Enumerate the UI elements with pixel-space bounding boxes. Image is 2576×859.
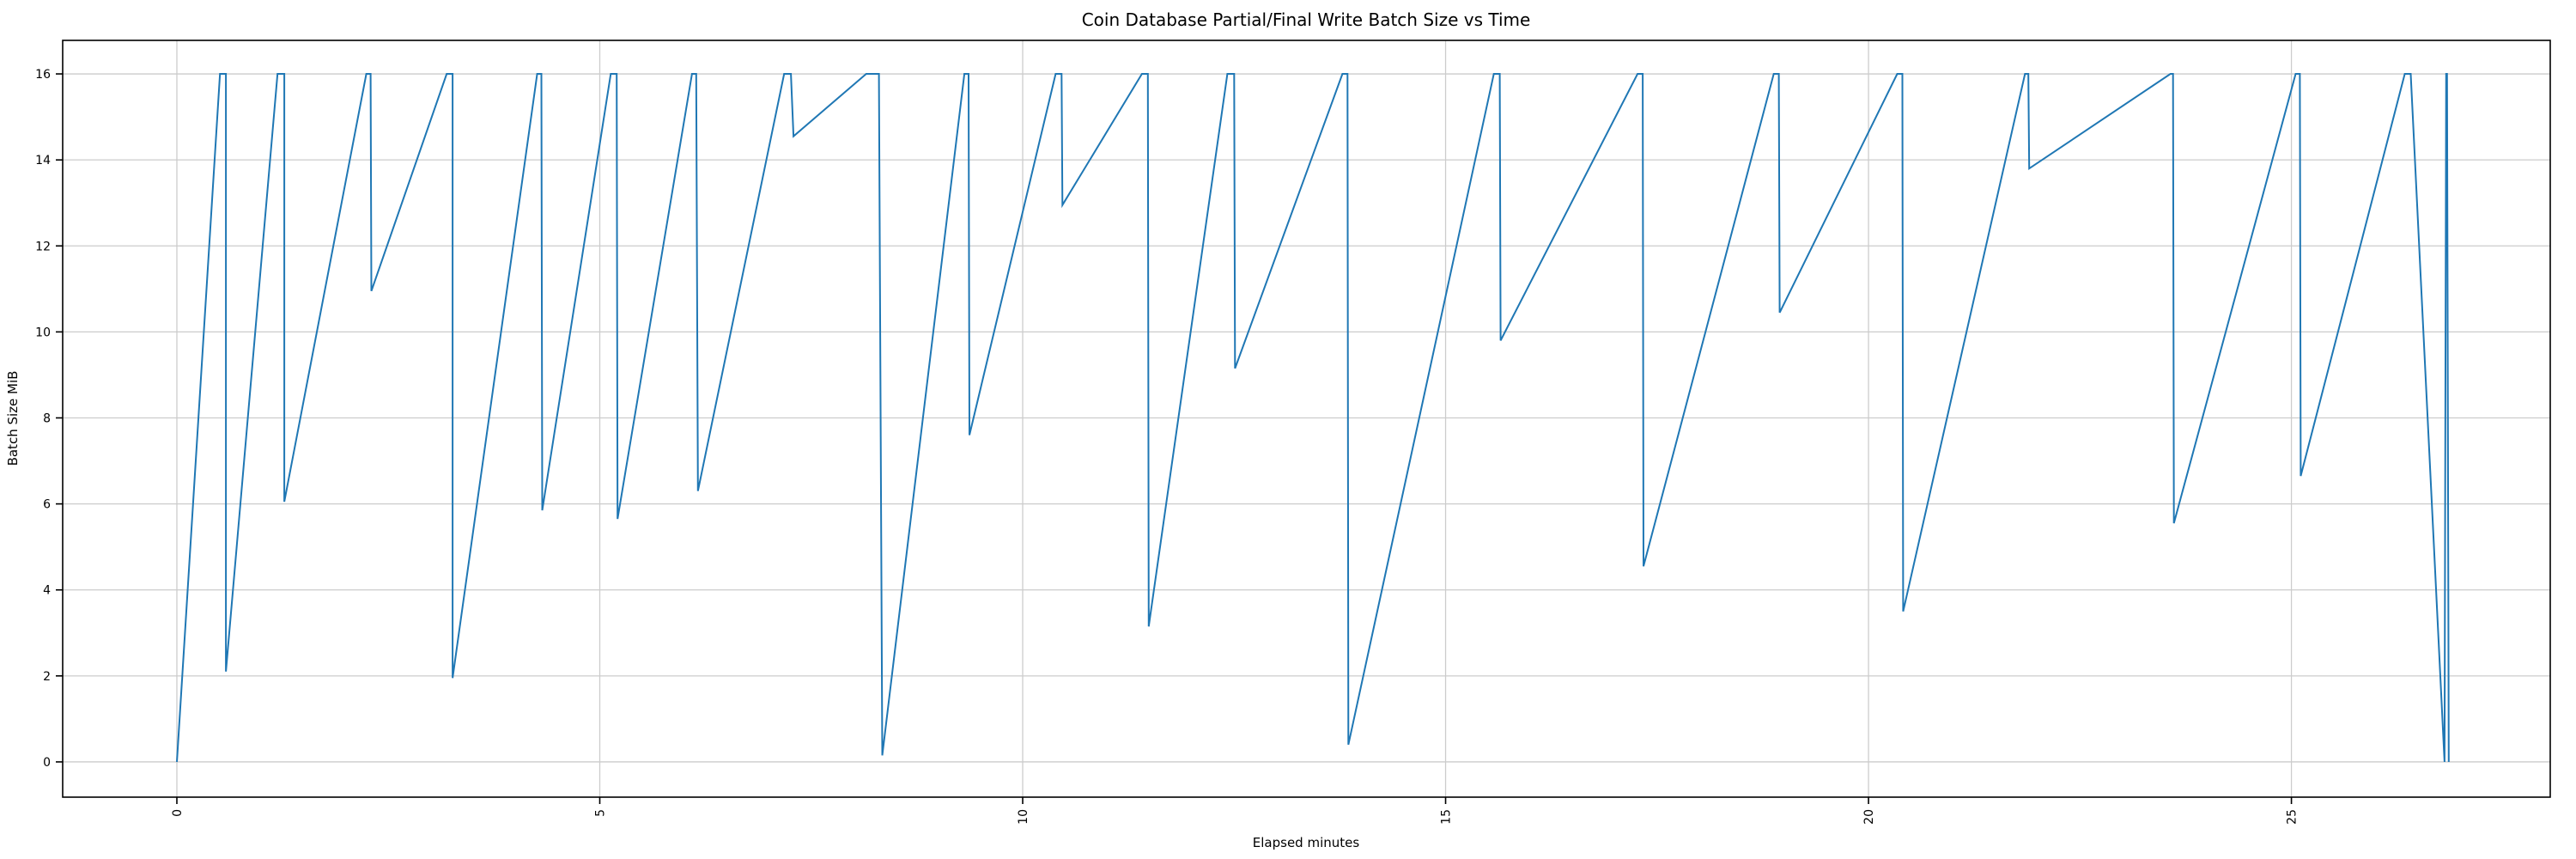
y-tick-label: 12: [35, 240, 51, 253]
chart-title: Coin Database Partial/Final Write Batch …: [1082, 9, 1531, 30]
y-tick-label: 16: [35, 68, 51, 82]
y-tick-label: 2: [43, 670, 51, 684]
y-tick-label: 4: [43, 584, 51, 598]
x-tick-label: 10: [1017, 809, 1030, 825]
y-tick-label: 10: [35, 326, 51, 339]
y-tick-label: 14: [35, 154, 51, 168]
x-tick-label: 15: [1440, 809, 1454, 825]
y-tick-label: 6: [43, 498, 51, 512]
x-axis-label: Elapsed minutes: [1253, 835, 1360, 850]
y-tick-label: 8: [43, 411, 51, 425]
x-tick-label: 25: [2286, 809, 2300, 825]
data-series-line: [176, 73, 2450, 763]
x-tick-label: 20: [1862, 809, 1876, 825]
y-axis-label: Batch Size MiB: [5, 371, 21, 466]
axes-spines: [62, 40, 2551, 798]
x-tick-label: 0: [171, 809, 185, 817]
x-tick-label: 5: [593, 809, 607, 817]
y-tick-label: 0: [43, 756, 51, 770]
